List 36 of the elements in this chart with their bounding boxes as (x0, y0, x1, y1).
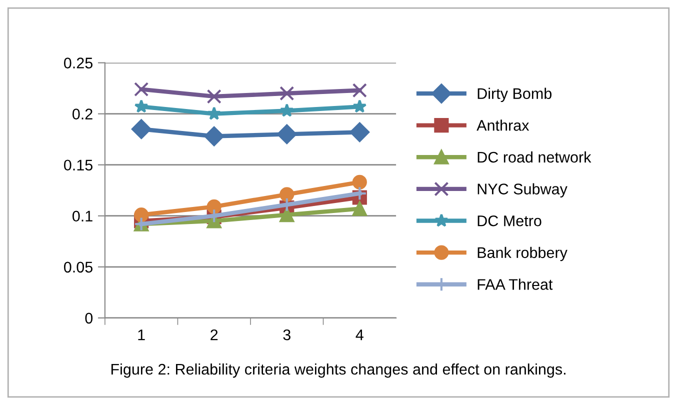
y-tick-label: 0.1 (72, 210, 92, 222)
point (352, 201, 367, 216)
point (280, 208, 294, 222)
caption: Figure 2: Reliability criteria weights changes and effect on rankings. (111, 363, 566, 378)
legend-label: FAA Threat (478, 278, 553, 290)
point (134, 82, 149, 97)
y-tick-label: 0.25 (64, 58, 92, 68)
x-tick-label: 3 (283, 329, 290, 340)
point (206, 89, 222, 104)
point (204, 126, 224, 146)
point (280, 187, 294, 202)
legend-label: DC Metro (478, 215, 542, 226)
x-tick-label: 4 (356, 330, 364, 340)
legend-label: Dirty Bomb (478, 88, 552, 102)
legend-label: NYC Subway (478, 183, 568, 198)
point (352, 186, 367, 201)
point (134, 208, 149, 222)
point (134, 99, 148, 113)
point (276, 124, 297, 144)
y-tick-label: 0.15 (64, 160, 92, 171)
legend-label: Anthrax (476, 120, 530, 131)
legend-label: Bank robbery (478, 246, 568, 262)
point (352, 83, 367, 98)
point (280, 86, 294, 101)
y-tick-label: 0.05 (64, 262, 92, 273)
point (352, 174, 367, 190)
legend-label: DC road network (478, 151, 592, 163)
point (207, 106, 222, 120)
x-tick-label: 2 (210, 329, 218, 340)
point (280, 103, 294, 117)
point (350, 122, 370, 142)
x-tick-label: 1 (138, 330, 145, 340)
point (131, 119, 152, 139)
y-tick-label: 0.2 (72, 108, 92, 120)
y-tick-label: 0 (85, 312, 93, 324)
point (352, 99, 367, 113)
